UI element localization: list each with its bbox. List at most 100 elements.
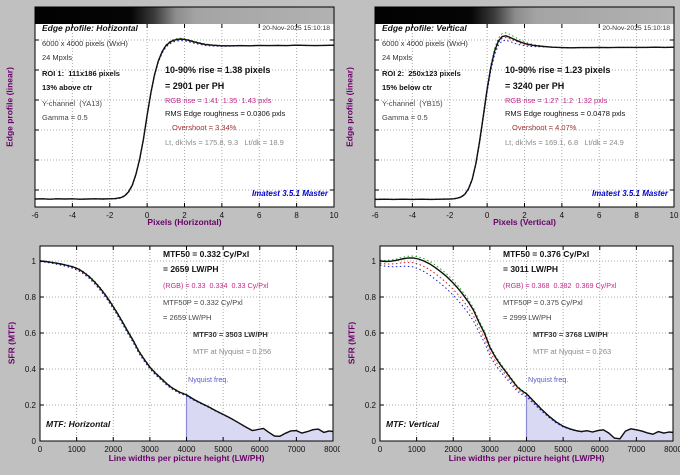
light-dark-levels: Lt, dk lvls = 169.1, 6.8 Lt/dk = 24.9 bbox=[505, 138, 624, 147]
y-tick-label: 0.8 bbox=[25, 293, 37, 302]
roi-position: 13% above ctr bbox=[42, 83, 93, 92]
rise-summary-line1: 10-90% rise = 1.38 pixels bbox=[165, 65, 271, 75]
x-tick-label: -2 bbox=[106, 211, 114, 220]
mtf50p-line2: = 2999 LW/PH bbox=[503, 313, 552, 322]
rise-summary-line2: = 3240 per PH bbox=[505, 81, 565, 91]
imatest-brand: Imatest 3.5.1 Master bbox=[591, 189, 668, 198]
rgb-rise: RGB rise = 1.41 1.35 1.43 pxls bbox=[165, 96, 272, 105]
x-tick-label: 8000 bbox=[664, 445, 680, 454]
x-tick-label: 6 bbox=[597, 211, 602, 220]
mtf50p-line1: MTF50P = 0.332 Cy/Pxl bbox=[163, 298, 243, 307]
x-tick-label: 2000 bbox=[104, 445, 122, 454]
mtf-at-nyquist: MTF at Nyquist = 0.256 bbox=[193, 347, 272, 356]
x-tick-label: 6000 bbox=[251, 445, 269, 454]
mtf-rgb: (RGB) = 0.368 0.382 0.369 Cy/Pxl bbox=[503, 281, 617, 290]
rise-summary-line2: = 2901 per PH bbox=[165, 81, 225, 91]
light-dark-levels: Lt, dk lvls = 175.8, 9.3 Lt/dk = 18.9 bbox=[165, 138, 284, 147]
rise-summary-line1: 10-90% rise = 1.23 pixels bbox=[505, 65, 611, 75]
y-axis-label: SFR (MTF) bbox=[346, 321, 357, 365]
imatest-brand: Imatest 3.5.1 Master bbox=[251, 189, 328, 198]
x-axis-label: Pixels (Vertical) bbox=[493, 217, 556, 227]
mtf-vertical-chart: 0 1000 2000 3000 4000 5000 6000 7000 8000 0 0.2 0.4… bbox=[365, 245, 680, 454]
roi-info: ROI 2: 250x123 pixels bbox=[382, 69, 461, 78]
y-tick-label: 0 bbox=[372, 437, 377, 446]
plot-frame bbox=[374, 6, 675, 208]
timestamp: 20-Nov-2025 15:10:18 bbox=[602, 25, 670, 32]
x-tick-label: -4 bbox=[69, 211, 77, 220]
main-curve bbox=[374, 35, 675, 201]
plot-corner-label: MTF: Vertical bbox=[386, 419, 440, 429]
gamma-info: Gamma = 0.5 bbox=[382, 113, 428, 122]
plot-corner-label: MTF: Horizontal bbox=[46, 419, 111, 429]
y-axis-label: Edge profile (linear) bbox=[344, 67, 355, 147]
y-tick-label: 0.4 bbox=[25, 365, 37, 374]
y-axis-label: Edge profile (linear) bbox=[4, 67, 15, 147]
x-tick-label: 4 bbox=[560, 211, 565, 220]
y-tick-label: 0.2 bbox=[365, 401, 377, 410]
main-curve bbox=[379, 257, 674, 440]
y-axis-label: SFR (MTF) bbox=[6, 321, 17, 365]
gamma-info: Gamma = 0.5 bbox=[42, 113, 88, 122]
megapixels: 24 Mpxls bbox=[42, 53, 73, 62]
mtf-rgb: (RGB) = 0.33 0.334 0.33 Cy/Pxl bbox=[163, 281, 269, 290]
x-tick-label: 1000 bbox=[68, 445, 86, 454]
edge-profile-horizontal-chart: -6 -4 -2 0 2 4 6 8 10 bbox=[31, 6, 339, 220]
nyquist-freq-label: Nyquist freq. bbox=[188, 375, 229, 384]
x-axis-label: Line widths per picture height (LW/PH) bbox=[108, 453, 265, 463]
mtf50-line1: MTF50 = 0.332 Cy/Pxl bbox=[163, 249, 250, 259]
plot-title: Edge profile: Horizontal bbox=[42, 23, 138, 33]
x-tick-label: 8 bbox=[294, 211, 299, 220]
edge-profile-vertical-chart: -6 -4 -2 0 2 4 6 8 10 bbox=[371, 6, 679, 220]
image-size: 6000 x 4000 pixels (WxH) bbox=[382, 39, 468, 48]
x-tick-label: 8000 bbox=[324, 445, 340, 454]
x-tick-label: 5000 bbox=[554, 445, 572, 454]
main-curve bbox=[34, 38, 335, 200]
x-axis-label: Line widths per picture height (LW/PH) bbox=[448, 453, 605, 463]
channel-info: Y-channel (YA13) bbox=[42, 99, 103, 108]
x-tick-label: 2 bbox=[522, 211, 527, 220]
megapixels: 24 Mpxls bbox=[382, 53, 413, 62]
x-tick-label: 4000 bbox=[178, 445, 196, 454]
channel-info: Y-channel (YB15) bbox=[382, 99, 443, 108]
nyquist-freq-label: Nyquist freq. bbox=[528, 375, 569, 384]
x-tick-label: 3000 bbox=[481, 445, 499, 454]
x-axis-label: Pixels (Horizontal) bbox=[147, 217, 222, 227]
x-tick-label: -2 bbox=[446, 211, 454, 220]
y-tick-label: 1 bbox=[32, 257, 37, 266]
b-channel-curve bbox=[379, 264, 674, 440]
mtf30: MTF30 = 3503 LW/PH bbox=[193, 330, 268, 339]
x-tick-label: 0 bbox=[145, 211, 150, 220]
y-tick-label: 1 bbox=[372, 257, 377, 266]
x-tick-label: 8 bbox=[634, 211, 639, 220]
nyquist-shaded-region bbox=[186, 394, 333, 441]
rgb-rise: RGB rise = 1.27 1.2 1.32 pxls bbox=[505, 96, 608, 105]
mtf50-line1: MTF50 = 0.376 Cy/Pxl bbox=[503, 249, 590, 259]
plot-frame bbox=[379, 245, 674, 442]
main-curve bbox=[39, 260, 334, 438]
plot-title: Edge profile: Vertical bbox=[382, 23, 467, 33]
x-tick-label: 10 bbox=[670, 211, 679, 220]
x-tick-label: 2 bbox=[182, 211, 187, 220]
x-tick-label: 6 bbox=[257, 211, 262, 220]
x-tick-label: 6000 bbox=[591, 445, 609, 454]
mtf30: MTF30 = 3768 LW/PH bbox=[533, 330, 608, 339]
mtf50-line2: = 3011 LW/PH bbox=[503, 264, 559, 274]
y-tick-label: 0.8 bbox=[365, 293, 377, 302]
x-tick-label: 0 bbox=[485, 211, 490, 220]
rms-roughness: RMS Edge roughness = 0.0478 pxls bbox=[505, 109, 626, 118]
timestamp: 20-Nov-2025 15:10:18 bbox=[262, 25, 330, 32]
y-tick-label: 0.6 bbox=[25, 329, 37, 338]
x-tick-label: 2000 bbox=[444, 445, 462, 454]
x-tick-label: 5000 bbox=[214, 445, 232, 454]
nyquist-shaded-region bbox=[526, 393, 673, 441]
x-tick-label: 7000 bbox=[287, 445, 305, 454]
plot-frame bbox=[39, 245, 334, 442]
x-tick-label: -6 bbox=[371, 211, 379, 220]
panel-mtf-horizontal: 0 1000 2000 3000 4000 5000 6000 7000 8000 0 0.2 0.4… bbox=[0, 238, 340, 475]
mtf50p-line2: = 2659 LW/PH bbox=[163, 313, 212, 322]
x-tick-label: 10 bbox=[330, 211, 339, 220]
x-tick-label: 4000 bbox=[518, 445, 536, 454]
y-tick-label: 0.2 bbox=[25, 401, 37, 410]
x-tick-label: -4 bbox=[409, 211, 417, 220]
